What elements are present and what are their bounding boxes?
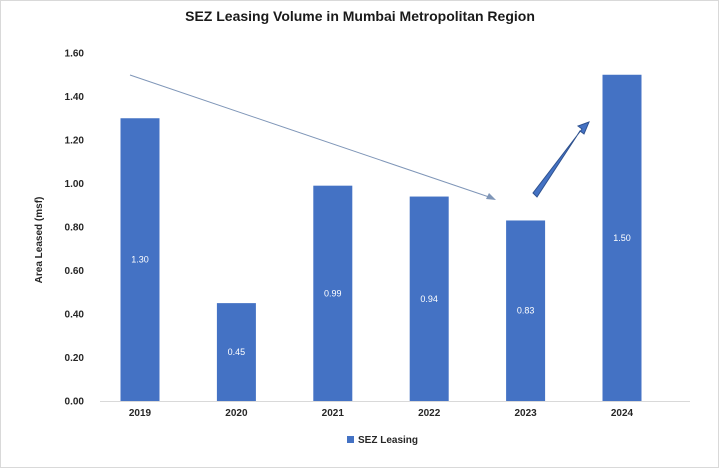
legend: SEZ Leasing xyxy=(347,435,418,446)
data-label: 1.30 xyxy=(131,255,149,265)
y-tick-label: 1.00 xyxy=(65,179,85,190)
trend-down-arrowhead xyxy=(486,193,496,200)
y-tick-label: 0.80 xyxy=(65,223,85,234)
data-label: 0.83 xyxy=(517,306,535,316)
data-label: 0.45 xyxy=(228,347,246,357)
x-tick-label: 2021 xyxy=(322,408,345,419)
y-tick-label: 0.00 xyxy=(65,397,85,408)
bar-2022 xyxy=(409,196,449,401)
trend-up-arrow xyxy=(532,121,590,198)
x-tick-label: 2020 xyxy=(225,408,248,419)
x-tick-label: 2024 xyxy=(611,408,634,419)
y-tick-label: 0.60 xyxy=(65,266,85,277)
data-label: 0.99 xyxy=(324,288,342,298)
y-axis-label: Area Leased (msf) xyxy=(34,197,45,284)
legend-label: SEZ Leasing xyxy=(358,435,418,446)
bar-2019 xyxy=(120,118,160,401)
x-tick-label: 2019 xyxy=(129,408,152,419)
y-tick-label: 0.40 xyxy=(65,310,85,321)
chart-title: SEZ Leasing Volume in Mumbai Metropolita… xyxy=(185,8,535,24)
bar-2023 xyxy=(506,220,546,401)
y-tick-label: 0.20 xyxy=(65,353,85,364)
bar-2021 xyxy=(313,185,353,401)
legend-swatch xyxy=(347,436,354,443)
x-tick-label: 2022 xyxy=(418,408,441,419)
trend-down-arrow xyxy=(129,74,493,199)
x-tick-label: 2023 xyxy=(514,408,537,419)
y-tick-label: 1.20 xyxy=(65,136,85,147)
y-tick-label: 1.40 xyxy=(65,92,85,103)
data-label: 1.50 xyxy=(613,233,631,243)
bar-2020 xyxy=(216,303,256,401)
y-tick-label: 1.60 xyxy=(65,49,85,60)
data-label: 0.94 xyxy=(420,294,438,304)
bar-2024 xyxy=(602,74,642,401)
